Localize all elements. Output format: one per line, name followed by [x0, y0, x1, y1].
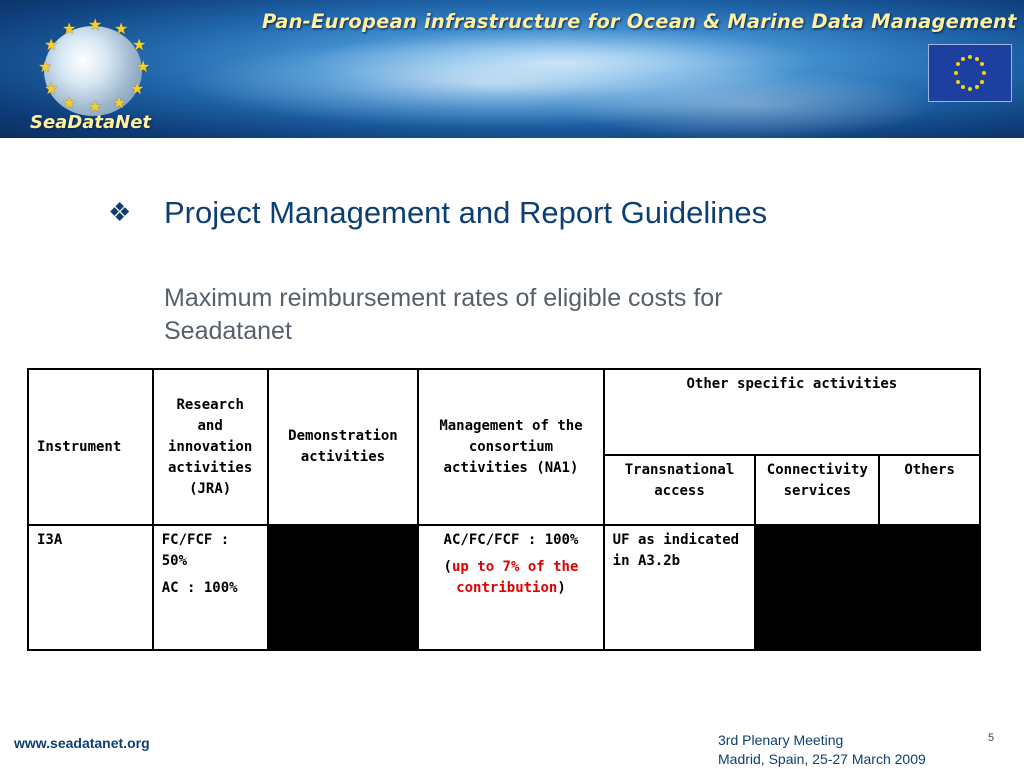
- star-icon: ★: [62, 21, 77, 38]
- header-transnational: Transnational access: [602, 454, 757, 526]
- cell-research: FC/FCF : 50% AC : 100%: [151, 524, 269, 651]
- star-icon: ★: [114, 21, 129, 38]
- research-rate-line: FC/FCF : 50%: [161, 532, 230, 569]
- star-icon: ★: [62, 95, 77, 112]
- header-management: Management of the consortium activities …: [417, 368, 605, 526]
- star-icon: ★: [38, 59, 53, 76]
- banner-title: Pan-European infrastructure for Ocean & …: [262, 10, 1017, 33]
- cell-instrument: I3A: [27, 524, 154, 651]
- star-icon: ★: [88, 17, 103, 34]
- footer-url-link[interactable]: www.seadatanet.org: [14, 735, 150, 751]
- diamond-bullet-icon: ❖: [108, 197, 132, 227]
- research-rate-line: AC : 100%: [161, 580, 238, 596]
- star-icon: ★: [130, 81, 145, 98]
- wave-graphic: [180, 38, 800, 128]
- page-number: 5: [988, 732, 995, 744]
- slide-subheading: Maximum reimbursement rates of eligible …: [164, 284, 723, 345]
- globe-logo-icon: [44, 26, 142, 116]
- wave-graphic: [560, 70, 940, 138]
- table-header-row: Instrument Research and innovation activ…: [27, 368, 982, 526]
- table-row: I3A FC/FCF : 50% AC : 100% AC/FC/FCF : 1…: [27, 524, 981, 651]
- eu-flag-icon: [928, 44, 1012, 102]
- header-others: Others: [878, 454, 981, 526]
- management-note-highlight: up to 7% of the contribution: [451, 559, 579, 596]
- star-icon: ★: [132, 37, 147, 54]
- header-connectivity: Connectivity services: [754, 454, 881, 526]
- reimbursement-table: Instrument Research and innovation activ…: [27, 368, 982, 651]
- header-banner: Pan-European infrastructure for Ocean & …: [0, 0, 1024, 138]
- cell-demonstration-blocked: [266, 524, 420, 651]
- star-icon: ★: [136, 59, 151, 76]
- star-icon: ★: [112, 95, 127, 112]
- footer-meeting: 3rd Plenary Meeting Madrid, Spain, 25-27…: [718, 731, 926, 769]
- cell-connectivity-others-blocked: [754, 524, 981, 651]
- star-icon: ★: [44, 81, 59, 98]
- meeting-title: 3rd Plenary Meeting: [718, 732, 844, 748]
- cell-management: AC/FC/FCF : 100% (up to 7% of the contri…: [417, 524, 605, 651]
- slide-heading: Project Management and Report Guidelines: [164, 195, 768, 230]
- star-icon: ★: [44, 37, 59, 54]
- table-subheader-row: Transnational access Connectivity servic…: [28, 454, 981, 526]
- management-note: (up to 7% of the contribution): [443, 559, 579, 596]
- header-instrument: Instrument: [27, 368, 154, 526]
- header-other-activities: Other specific activities: [602, 368, 982, 456]
- logo-text: SeaDataNet: [30, 112, 152, 133]
- cell-transnational: UF as indicated in A3.2b: [602, 524, 757, 651]
- header-research: Research and innovation activities (JRA): [151, 368, 269, 526]
- meeting-location-date: Madrid, Spain, 25-27 March 2009: [718, 751, 926, 767]
- management-rate-line: AC/FC/FCF : 100%: [443, 532, 579, 548]
- header-demonstration: Demonstration activities: [266, 368, 420, 526]
- star-icon: ★: [88, 99, 103, 116]
